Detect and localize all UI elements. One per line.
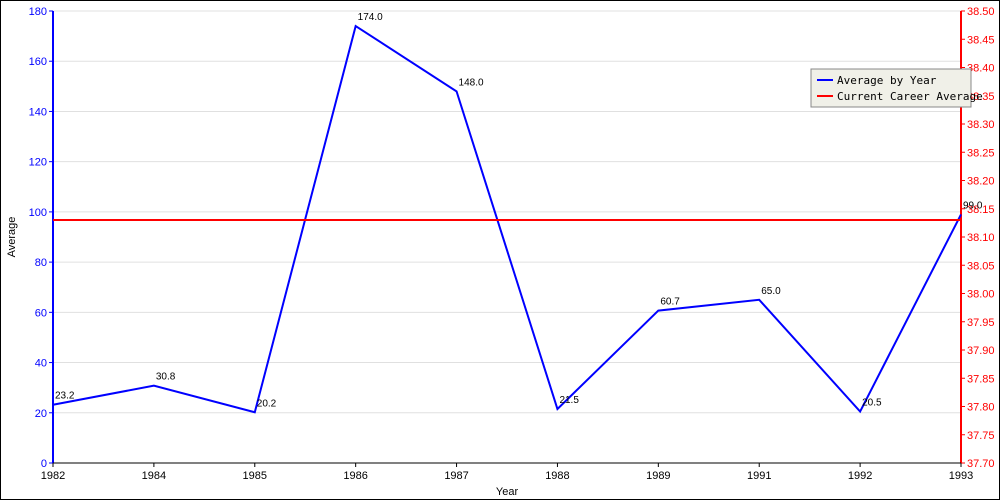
data-point-label: 20.5 — [862, 398, 882, 409]
y-tick-label-right: 37.75 — [967, 430, 995, 442]
data-point-label: 99.0 — [963, 200, 983, 211]
x-tick-label: 1985 — [243, 470, 267, 482]
data-point-label: 23.2 — [55, 391, 75, 402]
x-tick-label: 1988 — [545, 470, 569, 482]
chart-svg: 0 20 40 60 80 100 120 140 160 180 37.70 37.75 37.80 3… — [1, 1, 999, 499]
y-tick-label-left: 40 — [35, 358, 47, 370]
y-tick-label-left: 140 — [29, 106, 47, 118]
x-tick-label: 1989 — [646, 470, 670, 482]
x-tick-label: 1991 — [747, 470, 771, 482]
y-tick-label-left: 60 — [35, 307, 47, 319]
y-tick-label-left: 0 — [41, 458, 47, 470]
y-tick-label-left: 120 — [29, 157, 47, 169]
y-tick-label-right: 38.10 — [967, 232, 995, 244]
y-tick-label-left: 80 — [35, 257, 47, 269]
data-point-label: 65.0 — [761, 286, 781, 297]
data-point-label: 60.7 — [660, 297, 680, 308]
y-tick-label-right: 37.85 — [967, 373, 995, 385]
y-tick-label-right: 37.90 — [967, 345, 995, 357]
x-tick-label: 1992 — [848, 470, 872, 482]
y-axis-label: Average — [6, 217, 18, 258]
data-point-label: 30.8 — [156, 372, 176, 383]
data-point-label: 20.2 — [257, 398, 277, 409]
x-tick-label: 1986 — [343, 470, 367, 482]
y-tick-label-left: 180 — [29, 6, 47, 18]
legend-label: Average by Year — [837, 74, 937, 87]
y-tick-label-right: 37.95 — [967, 317, 995, 329]
y-tick-label-right: 37.70 — [967, 458, 995, 470]
x-axis-label: Year — [496, 486, 519, 498]
y-tick-label-right: 38.45 — [967, 34, 995, 46]
data-point-label: 21.5 — [559, 395, 579, 406]
y-tick-label-right: 38.30 — [967, 119, 995, 131]
y-tick-label-right: 38.20 — [967, 176, 995, 188]
y-tick-label-right: 38.25 — [967, 147, 995, 159]
x-tick-label: 1982 — [41, 470, 65, 482]
y-tick-label-right: 38.05 — [967, 260, 995, 272]
legend-label: Current Career Average — [837, 90, 983, 103]
x-tick-label: 1984 — [142, 470, 166, 482]
y-tick-label-left: 160 — [29, 56, 47, 68]
y-tick-label-right: 38.50 — [967, 6, 995, 18]
data-point-label: 174.0 — [358, 12, 383, 23]
x-tick-label: 1987 — [444, 470, 468, 482]
data-point-label: 148.0 — [459, 77, 484, 88]
y-tick-label-right: 37.80 — [967, 402, 995, 414]
chart-container: 0 20 40 60 80 100 120 140 160 180 37.70 37.75 37.80 3… — [0, 0, 1000, 500]
y-tick-label-left: 20 — [35, 408, 47, 420]
x-tick-label: 1993 — [949, 470, 973, 482]
y-tick-label-right: 38.00 — [967, 289, 995, 301]
y-tick-label-left: 100 — [29, 207, 47, 219]
